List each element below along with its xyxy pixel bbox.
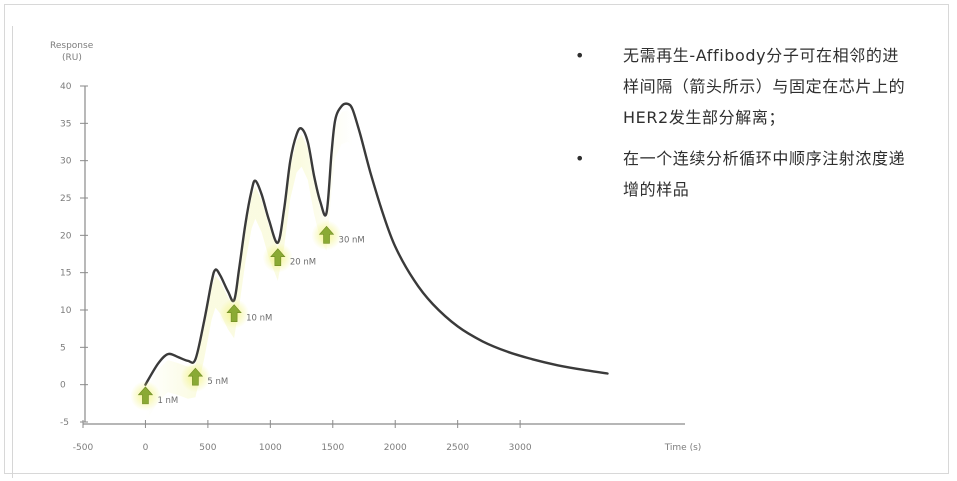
up-arrow-icon [137, 386, 154, 405]
chart-axes [83, 86, 685, 425]
x-tick-label: 3000 [509, 443, 532, 453]
curve-glow-band [145, 109, 353, 423]
y-axis-title-line: Response [50, 41, 94, 51]
y-tick-label: 40 [60, 82, 72, 92]
up-arrow-icon [226, 304, 242, 323]
y-tick-label: 10 [60, 306, 72, 316]
x-tick-label: 1000 [259, 443, 282, 453]
x-ticks: -500 0 500 1000 1500 2000 2500 3000 Time (s) [73, 420, 702, 453]
injection-arrows: 1 nM 5 nM 10 nM 20 nM 30 nM [130, 220, 365, 411]
note-text-sequential-injection: 在一个连续分析循环中顺序注射浓度递增的样品 [623, 149, 906, 199]
x-tick-label: Time (s) [664, 443, 702, 453]
y-tick-label: 35 [60, 119, 71, 129]
notes-list: • 无需再生-Affibody分子可在相邻的进样间隔（箭头所示）与固定在芯片上的… [571, 40, 911, 215]
y-tick-label: -5 [60, 418, 69, 428]
note-item: • 无需再生-Affibody分子可在相邻的进样间隔（箭头所示）与固定在芯片上的… [571, 40, 911, 133]
response-curve [144, 102, 609, 386]
bullet-icon: • [575, 149, 586, 168]
y-axis-title-line: (RU) [62, 53, 82, 63]
injection-concentration-label: 20 nM [290, 258, 316, 268]
y-tick-label: 0 [60, 381, 66, 391]
bullet-icon: • [575, 46, 586, 65]
y-ticks: 40 35 30 25 20 15 10 5 0 -5 [60, 82, 88, 428]
x-tick-label: -500 [73, 443, 94, 453]
y-tick-label: 15 [60, 269, 71, 279]
y-axis-title: Response (RU) [50, 41, 94, 63]
injection-concentration-label: 5 nM [207, 377, 228, 387]
injection-concentration-label: 30 nM [339, 235, 365, 245]
frame-left-edge [12, 26, 13, 478]
up-arrow-icon [187, 367, 204, 386]
x-tick-label: 0 [143, 443, 149, 453]
y-tick-label: 5 [60, 343, 66, 353]
injection-concentration-label: 10 nM [246, 314, 272, 324]
y-tick-label: 25 [60, 194, 71, 204]
note-item: • 在一个连续分析循环中顺序注射浓度递增的样品 [571, 143, 911, 205]
up-arrow-icon [318, 225, 335, 244]
x-tick-label: 2500 [446, 443, 469, 453]
x-tick-label: 1500 [321, 443, 344, 453]
x-tick-label: 500 [199, 443, 216, 453]
injection-concentration-label: 1 nM [157, 396, 178, 406]
up-arrow-icon [270, 248, 286, 267]
arrow-glow-layer [145, 109, 353, 423]
y-tick-label: 30 [60, 157, 72, 167]
y-tick-label: 20 [60, 231, 72, 241]
x-tick-label: 2000 [384, 443, 407, 453]
note-text-regeneration: 无需再生-Affibody分子可在相邻的进样间隔（箭头所示）与固定在芯片上的HE… [623, 46, 906, 127]
